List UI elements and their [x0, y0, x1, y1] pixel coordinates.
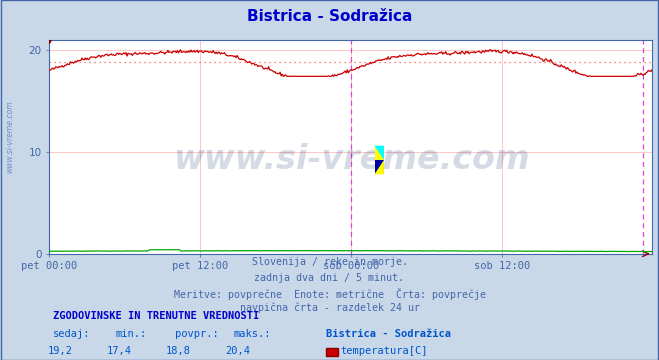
Text: Bistrica - Sodražica: Bistrica - Sodražica — [326, 329, 451, 339]
Text: www.si-vreme.com: www.si-vreme.com — [173, 143, 529, 176]
Polygon shape — [374, 146, 384, 160]
Text: navpična črta - razdelek 24 ur: navpična črta - razdelek 24 ur — [239, 303, 420, 313]
Text: povpr.:: povpr.: — [175, 329, 218, 339]
Text: min.:: min.: — [115, 329, 146, 339]
Text: sedaj:: sedaj: — [53, 329, 90, 339]
Text: zadnja dva dni / 5 minut.: zadnja dva dni / 5 minut. — [254, 273, 405, 283]
Polygon shape — [374, 146, 384, 160]
Text: Slovenija / reke in morje.: Slovenija / reke in morje. — [252, 257, 407, 267]
Text: 18,8: 18,8 — [166, 346, 191, 356]
Text: Bistrica - Sodražica: Bistrica - Sodražica — [247, 9, 412, 24]
Text: www.si-vreme.com: www.si-vreme.com — [5, 100, 14, 173]
Polygon shape — [374, 160, 384, 174]
Text: ZGODOVINSKE IN TRENUTNE VREDNOSTI: ZGODOVINSKE IN TRENUTNE VREDNOSTI — [53, 311, 259, 321]
Text: 17,4: 17,4 — [107, 346, 132, 356]
Polygon shape — [374, 160, 384, 174]
Text: 19,2: 19,2 — [47, 346, 72, 356]
Text: Meritve: povprečne  Enote: metrične  Črta: povprečje: Meritve: povprečne Enote: metrične Črta:… — [173, 288, 486, 300]
Text: maks.:: maks.: — [234, 329, 272, 339]
Text: temperatura[C]: temperatura[C] — [341, 346, 428, 356]
Text: 20,4: 20,4 — [225, 346, 250, 356]
